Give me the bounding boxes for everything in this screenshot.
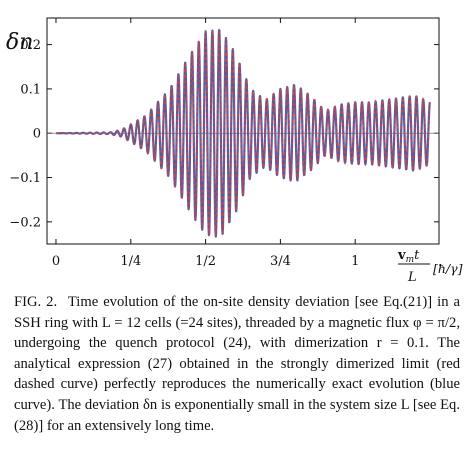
numerical-blue-curve: [55, 29, 432, 238]
y-axis-label: δn: [6, 30, 33, 55]
y-tick-label: 0: [33, 127, 41, 142]
y-tick-label: 0.1: [20, 82, 41, 97]
x-axis-label-unit: [ħ/γ]: [433, 261, 463, 276]
x-tick-label: 1: [351, 254, 359, 269]
y-tick-label: −0.2: [9, 215, 41, 230]
figure: 0.2 0.1 0 −0.1 −0.2 0 1/4 1/2 3/4 1 δn vmt L [ħ/…: [6, 17, 463, 285]
plot-frame: [46, 17, 440, 245]
caption-label: FIG. 2.: [14, 294, 58, 310]
y-tick-label: 0.2: [20, 38, 41, 53]
caption-text: Time evolution of the on-site density de…: [14, 294, 461, 434]
x-axis-label: vmt L [ħ/γ]: [397, 248, 463, 285]
x-tick-label: 0: [52, 254, 60, 269]
x-axis-label-numerator: vmt: [397, 248, 420, 265]
x-tick-label: 3/4: [270, 254, 291, 269]
density-deviation-chart: 0.2 0.1 0 −0.1 −0.2 0 1/4 1/2 3/4 1 δn vmt L [ħ/…: [6, 17, 463, 285]
x-tick-label: 1/4: [120, 254, 141, 269]
figure-caption: FIG. 2. Time evolution of the on-site de…: [14, 292, 460, 436]
x-tick-label: 1/2: [195, 254, 216, 269]
y-tick-label: −0.1: [9, 171, 41, 186]
x-axis-label-denominator: L: [407, 270, 417, 285]
